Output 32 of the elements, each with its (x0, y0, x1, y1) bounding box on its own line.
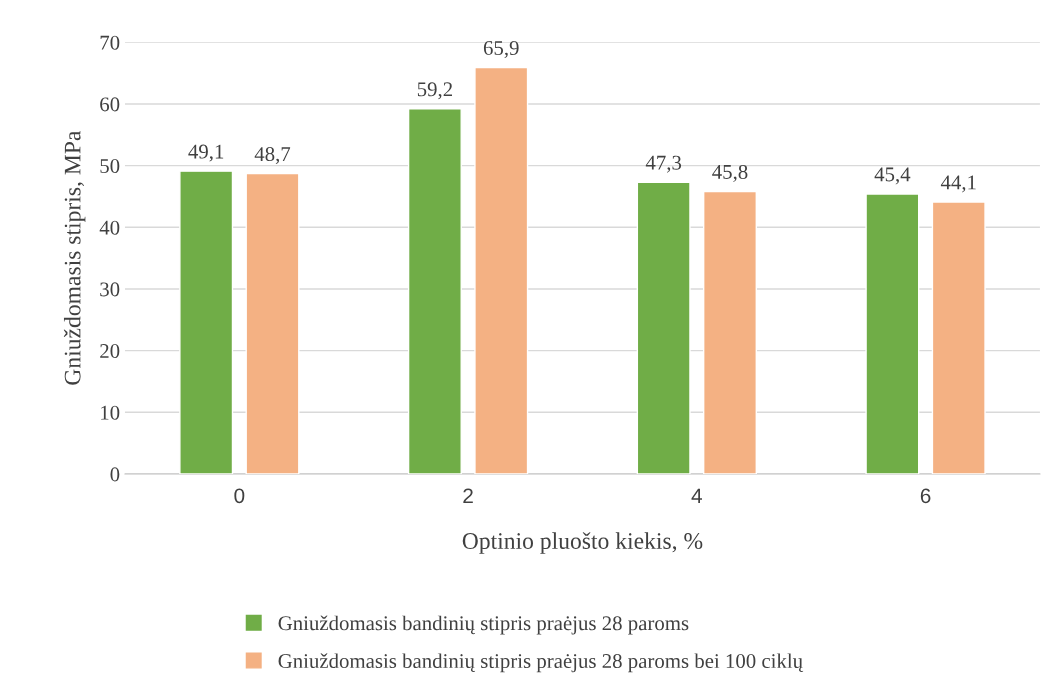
y-tick-label: 30 (100, 282, 120, 297)
bar (931, 201, 986, 474)
y-tick-label: 50 (100, 159, 120, 174)
y-tick-label: 60 (100, 97, 120, 112)
data-label: 59,2 (417, 82, 452, 100)
legend-label: Gniuždomasis bandinių stipris praėjus 28 paroms (278, 615, 689, 635)
y-axis-title: Gniuždomasis stipris, MPa (63, 130, 86, 385)
data-label: 45,4 (874, 167, 911, 185)
bar (636, 181, 691, 474)
bar (179, 170, 234, 474)
data-label: 45,8 (712, 164, 748, 182)
x-axis-title: Optinio pluošto kiekis, % (462, 532, 703, 554)
y-tick-label: 20 (100, 344, 120, 359)
bar (407, 108, 462, 474)
x-tick-label: 6 (920, 488, 931, 504)
bar (865, 193, 920, 474)
legend-label: Gniuždomasis bandinių stipris praėjus 28 paroms bei 100 ciklų (278, 653, 804, 673)
x-tick-label: 0 (234, 488, 245, 504)
data-label: 48,7 (254, 147, 291, 165)
bar (474, 66, 529, 474)
x-tick-label: 2 (463, 488, 473, 503)
bar (245, 172, 300, 474)
bar (702, 190, 757, 474)
data-label: 49,1 (188, 144, 224, 162)
y-tick-label: 0 (110, 467, 120, 482)
data-label: 44,1 (940, 175, 976, 193)
x-tick-label: 4 (691, 488, 703, 503)
data-label: 47,3 (645, 155, 682, 173)
y-tick-label: 10 (101, 405, 120, 420)
data-label: 65,9 (483, 41, 519, 58)
y-tick-label: 70 (100, 35, 120, 50)
y-tick-label: 40 (99, 220, 120, 235)
